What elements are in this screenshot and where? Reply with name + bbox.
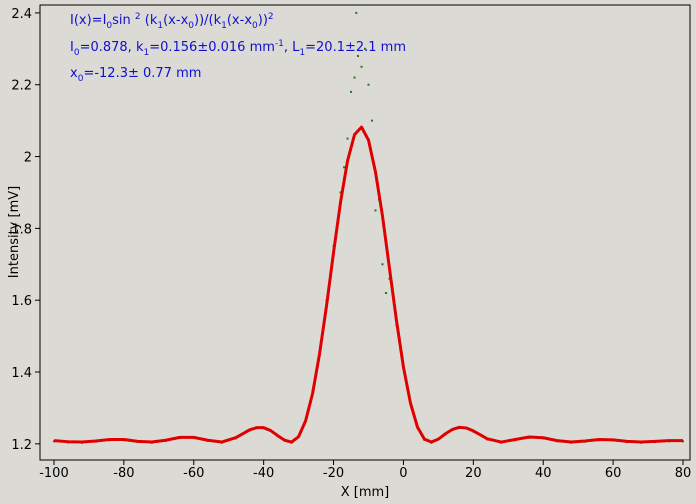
annotation-part: =20.1±2.1 mm [305,40,406,55]
x-tick-label: -40 [253,466,274,481]
y-tick-label: 2.4 [11,7,32,22]
y-tick-label: 1.2 [11,438,32,453]
x-tick-label: -100 [39,466,69,481]
annotation-part: sin [112,13,135,28]
annotation-part: -1 [275,39,284,49]
x-axis-label: X [mm] [341,485,390,500]
data-point [381,263,384,266]
annotation-part: =-12.3± 0.77 mm [83,66,201,81]
data-point [355,11,358,14]
annotation-part: 0 [252,21,258,31]
y-axis-label: Intensity [mV] [7,186,22,278]
annotation-part: x [70,66,78,81]
annotation-part: 2 [135,12,141,22]
x-tick-label: 80 [675,466,692,481]
annotation-part: 1 [157,21,163,31]
data-point [682,440,685,443]
x-tick-label: 0 [399,466,407,481]
data-point [367,83,370,86]
annotation-part: I(x)=I [70,13,106,28]
y-tick-label: 1.4 [11,366,32,381]
x-tick-label: 60 [605,466,622,481]
y-tick-label: 1.6 [11,294,32,309]
fit-line [53,125,684,444]
x-tick-label: -80 [113,466,134,481]
annotation-part: 2 [268,12,274,22]
x-tick-label: -20 [323,466,344,481]
data-point [360,65,363,68]
annotation-part: 1 [221,21,227,31]
y-tick-label: 2 [24,151,32,166]
annotation-part: =0.878, k [80,40,144,55]
data-point [343,166,346,169]
annotation-part: 0 [78,74,84,84]
x-tick-label: -60 [183,466,204,481]
annotation-part: I [70,40,74,55]
annotation-part: ))/(k [194,13,222,28]
annotation: I0=0.878, k1=0.156±0.016 mm-1, L1=20.1±2… [70,39,406,58]
data-point [370,119,373,122]
annotation-part: 0 [188,21,194,31]
annotation: I(x)=I0sin 2 (k1(x-x0))/(k1(x-x0))2 [70,12,274,31]
annotation-part: , L [284,40,300,55]
x-tick-label: 40 [535,466,552,481]
data-point [350,90,353,93]
y-tick-label: 1.8 [11,222,32,237]
annotation-part: =0.156±0.016 mm [149,40,275,55]
data-point [357,54,360,57]
data-point [364,47,366,50]
annotation-part: (k [141,13,158,28]
annotation-part: 1 [143,48,149,58]
annotation: x0=-12.3± 0.77 mm [70,66,201,84]
annotation-part: (x-x [163,13,188,28]
x-tick-label: 20 [465,466,482,481]
y-tick-label: 2.2 [11,79,32,94]
annotation-part: (x-x [227,13,252,28]
data-point [374,209,377,212]
plot-area [39,4,691,461]
data-point [384,292,387,295]
data-point [339,191,342,194]
data-point [353,76,356,79]
annotation-part: )) [258,13,268,28]
annotation-part: 1 [299,48,305,58]
annotation-part: 0 [74,48,80,58]
annotation-part: 0 [106,21,112,31]
data-point [346,137,349,140]
